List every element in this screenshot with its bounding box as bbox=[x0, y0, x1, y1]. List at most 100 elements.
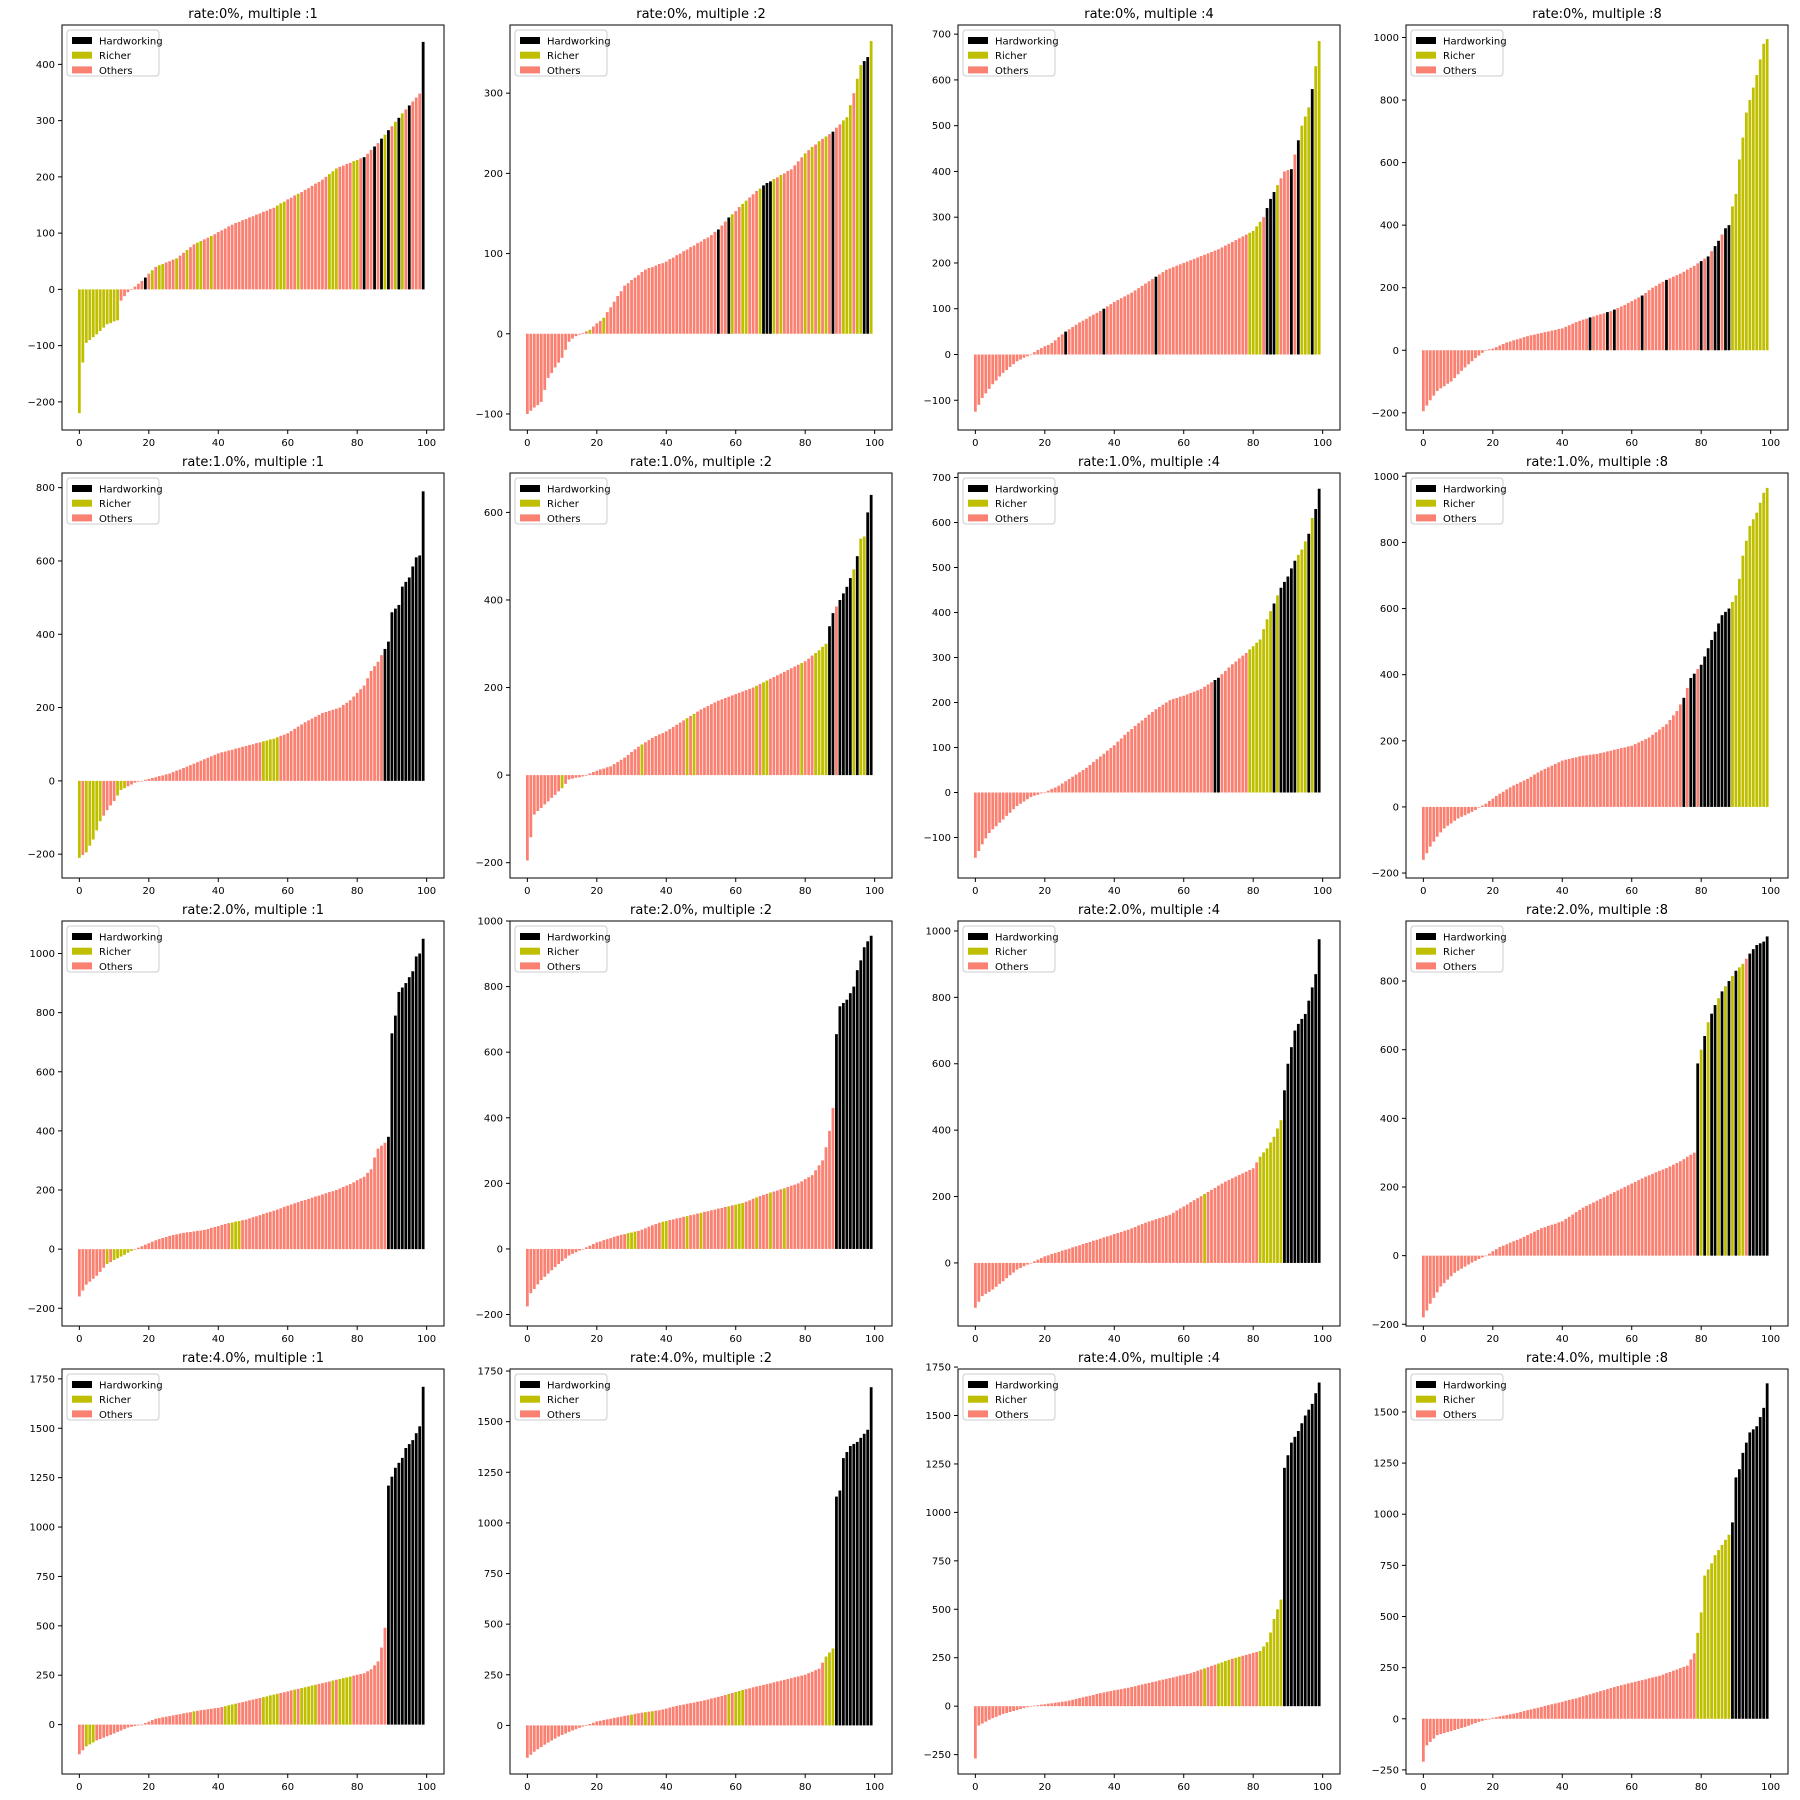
bar-others-65 bbox=[303, 1200, 307, 1250]
bar-others-78 bbox=[796, 1676, 800, 1726]
bar-others-51 bbox=[703, 707, 706, 776]
bar-others-34 bbox=[1540, 333, 1543, 351]
bar-hardworking-95 bbox=[407, 105, 411, 290]
axes-frame bbox=[509, 1368, 893, 1775]
bar-others-74 bbox=[1230, 1658, 1234, 1707]
bar-hardworking-95 bbox=[1303, 1415, 1307, 1707]
y-tick-label: 0 bbox=[497, 1721, 503, 1732]
bar-others-55 bbox=[1612, 749, 1616, 807]
bar-others-53 bbox=[1158, 1680, 1161, 1707]
legend-label-richer: Richer bbox=[99, 947, 132, 958]
bar-richer-46 bbox=[685, 1216, 689, 1249]
x-tick-label: 40 bbox=[1556, 886, 1569, 897]
bar-others-51 bbox=[255, 214, 258, 290]
x-tick-label: 100 bbox=[1761, 438, 1780, 449]
bar-others-54 bbox=[265, 210, 269, 290]
bar-others-63 bbox=[1640, 740, 1644, 807]
bar-hardworking-93 bbox=[400, 586, 404, 781]
y-tick-label: 300 bbox=[484, 89, 503, 100]
bar-others-56 bbox=[1168, 700, 1172, 793]
bar-others-20 bbox=[1491, 1717, 1495, 1719]
bar-others-9 bbox=[1453, 1718, 1457, 1731]
bar-others-23 bbox=[605, 767, 609, 776]
bar-others-78 bbox=[1244, 653, 1248, 793]
bar-hardworking-96 bbox=[411, 566, 415, 781]
bar-hardworking-93 bbox=[848, 578, 852, 776]
bar-hardworking-82 bbox=[1706, 256, 1710, 351]
bar-richer-74 bbox=[782, 1188, 786, 1249]
bar-others-39 bbox=[1109, 747, 1113, 793]
bar-others-31 bbox=[1529, 335, 1533, 351]
bar-others-36 bbox=[1098, 1693, 1102, 1707]
bar-others-37 bbox=[1550, 1704, 1554, 1719]
bar-others-65 bbox=[1199, 689, 1203, 793]
bar-others-0 bbox=[525, 333, 529, 414]
bar-others-84 bbox=[369, 1669, 373, 1725]
bar-others-11 bbox=[1012, 792, 1015, 810]
bar-others-29 bbox=[1522, 337, 1526, 351]
bar-others-45 bbox=[234, 748, 238, 781]
bar-others-76 bbox=[1685, 687, 1689, 807]
bar-others-31 bbox=[633, 277, 637, 334]
bar-others-25 bbox=[1508, 341, 1512, 351]
bars bbox=[525, 1387, 873, 1758]
bar-others-34 bbox=[196, 762, 199, 781]
bar-others-47 bbox=[689, 716, 692, 776]
bar-others-22 bbox=[602, 1719, 606, 1726]
bar-others-51 bbox=[1599, 314, 1602, 351]
bar-others-48 bbox=[1140, 720, 1144, 793]
bar-richer-66 bbox=[1203, 1193, 1206, 1263]
bar-others-28 bbox=[623, 1234, 626, 1249]
legend-swatch-hardworking bbox=[520, 933, 540, 940]
bar-others-31 bbox=[1529, 776, 1533, 807]
bar-richer-53 bbox=[262, 741, 265, 781]
legend-swatch-others bbox=[72, 514, 92, 522]
bar-hardworking-89 bbox=[1283, 581, 1286, 793]
legend-swatch-richer bbox=[1416, 51, 1436, 59]
bar-others-60 bbox=[1630, 1682, 1634, 1719]
bar-richer-80 bbox=[355, 160, 359, 290]
bar-others-67 bbox=[1654, 285, 1658, 351]
bar-others-83 bbox=[1262, 217, 1265, 355]
y-tick-label: 800 bbox=[1380, 977, 1399, 988]
legend-swatch-hardworking bbox=[520, 485, 540, 492]
bar-others-10 bbox=[1008, 354, 1012, 367]
bar-others-69 bbox=[317, 714, 321, 781]
legend-swatch-others bbox=[1416, 66, 1436, 74]
bar-others-21 bbox=[150, 1241, 154, 1250]
bar-others-35 bbox=[647, 1711, 651, 1726]
bar-others-1 bbox=[81, 1249, 85, 1291]
bar-richer-6 bbox=[98, 289, 102, 332]
bar-others-7 bbox=[102, 1249, 106, 1268]
bar-others-76 bbox=[1237, 658, 1241, 793]
bar-others-33 bbox=[1088, 765, 1092, 793]
legend-label-others: Others bbox=[547, 1410, 581, 1421]
bar-others-57 bbox=[723, 221, 727, 334]
bar-others-75 bbox=[786, 170, 790, 334]
bar-others-18 bbox=[588, 1723, 592, 1726]
legend-label-others: Others bbox=[99, 514, 133, 525]
bar-others-2 bbox=[532, 333, 536, 408]
bar-others-58 bbox=[1175, 1676, 1179, 1707]
bar-others-44 bbox=[230, 224, 234, 290]
bar-others-35 bbox=[647, 740, 651, 776]
bar-others-88 bbox=[383, 1627, 387, 1725]
bar-others-78 bbox=[1244, 1171, 1248, 1263]
bar-richer-76 bbox=[1237, 1656, 1241, 1707]
bar-hardworking-99 bbox=[1317, 488, 1321, 793]
bar-others-59 bbox=[1178, 1675, 1182, 1707]
bar-hardworking-91 bbox=[1289, 1047, 1293, 1263]
bar-others-12 bbox=[119, 1724, 123, 1731]
bar-others-47 bbox=[689, 247, 692, 334]
bar-richer-76 bbox=[341, 1678, 345, 1725]
bar-richer-54 bbox=[265, 1696, 269, 1725]
bar-others-30 bbox=[182, 1713, 185, 1725]
bar-others-59 bbox=[282, 1692, 286, 1725]
bar-richer-91 bbox=[1737, 159, 1741, 351]
bar-others-0 bbox=[77, 1724, 81, 1755]
bar-others-44 bbox=[678, 1705, 682, 1726]
bar-richer-2 bbox=[84, 1724, 88, 1747]
bar-others-68 bbox=[1210, 251, 1213, 355]
bar-others-28 bbox=[175, 1234, 178, 1250]
bar-richer-94 bbox=[1748, 100, 1752, 351]
